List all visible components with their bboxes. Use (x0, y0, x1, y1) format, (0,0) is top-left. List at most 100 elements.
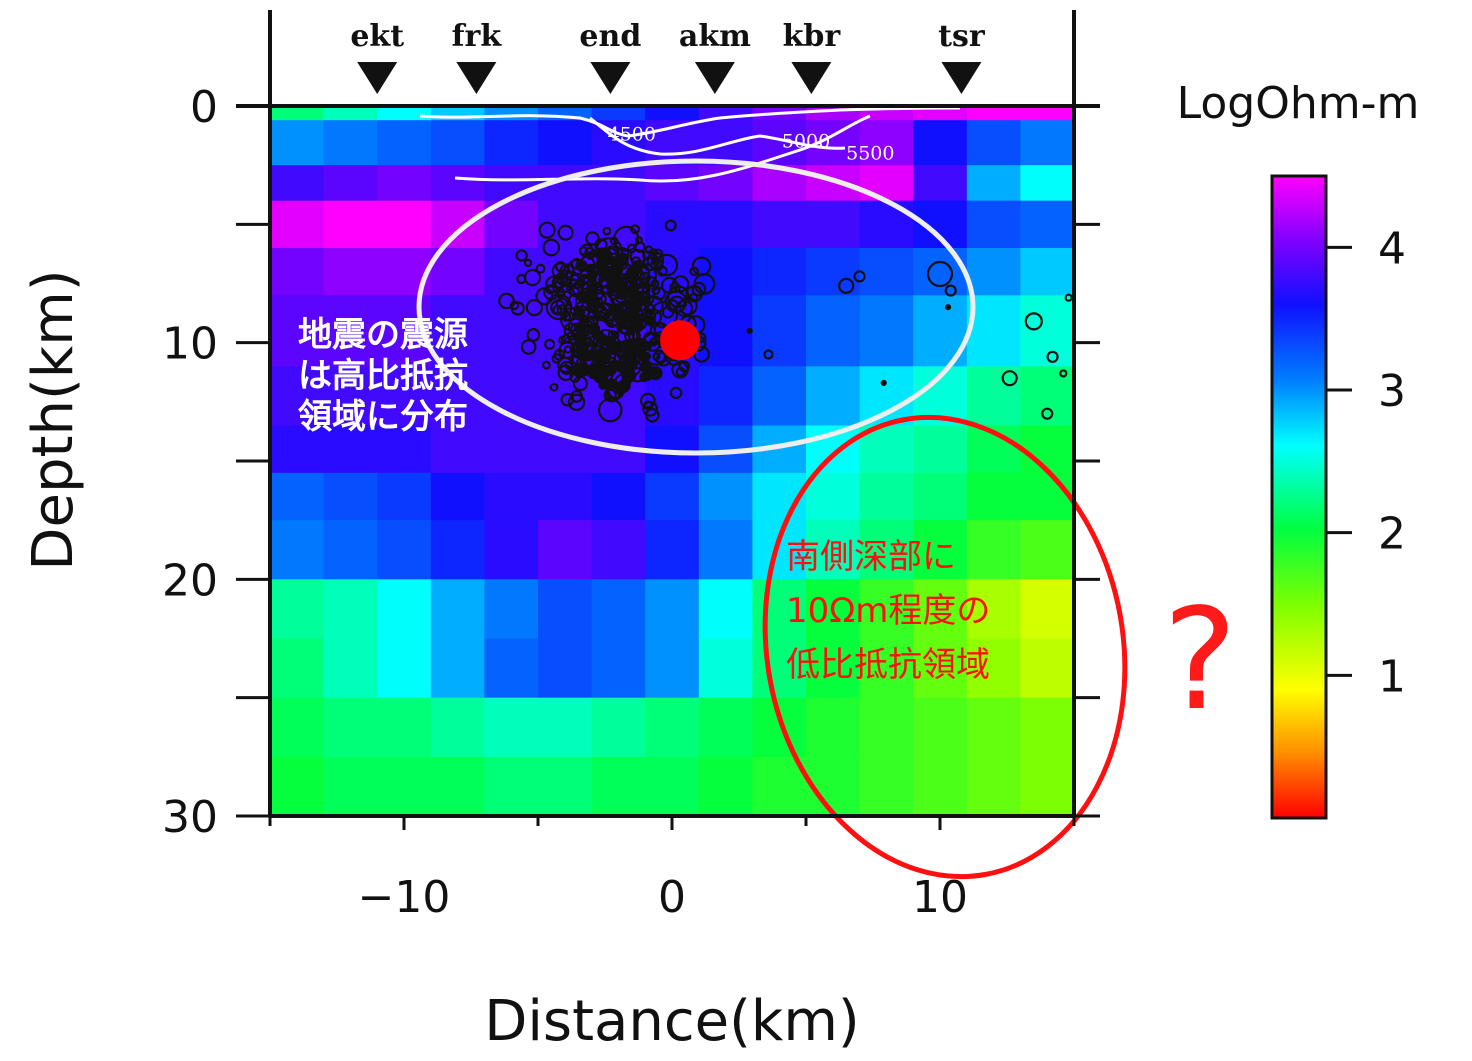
question-mark: ? (1163, 579, 1237, 742)
earthquake-hypocenters (498, 219, 1073, 423)
high-resistivity-line: 領域に分布 (298, 397, 468, 437)
hypocenter (610, 330, 620, 340)
hypocenter (642, 400, 659, 417)
heatmap-cell (430, 697, 485, 758)
heatmap-cell (645, 520, 700, 580)
heatmap-cell (645, 638, 700, 699)
station-label: frk (452, 19, 503, 54)
hypocenter (631, 339, 646, 354)
heatmap-cell (913, 120, 968, 166)
heatmap-cell (270, 425, 325, 474)
y-tick-label: 30 (162, 792, 218, 843)
heatmap-cell (430, 638, 485, 699)
hypocenter (520, 339, 537, 355)
heatmap-cell (966, 756, 1021, 816)
heatmap-cell (913, 425, 968, 474)
hypocenter (549, 382, 559, 392)
hypocenter (639, 360, 653, 374)
hypocenter (523, 268, 542, 287)
hypocenter (639, 392, 656, 409)
low-resistivity-line: 低比抵抗領域 (786, 645, 990, 685)
heatmap-cell (913, 165, 968, 202)
heatmap-cell (323, 756, 378, 816)
hypocenter (691, 256, 712, 277)
x-tick-label: 0 (658, 872, 686, 923)
colorbar-ticks: 1 2 3 4 (1326, 223, 1406, 702)
heatmap-cell (806, 520, 861, 580)
heatmap-cell (698, 472, 753, 521)
hypocenter (652, 286, 666, 301)
heatmap-cell (1020, 165, 1074, 202)
contour-labels: 4500 5000 5500 (608, 123, 895, 164)
heatmap-cell (430, 756, 485, 816)
heatmap-cell (806, 638, 861, 699)
station-triangle (694, 62, 735, 94)
heatmap-cell (430, 248, 485, 296)
heatmap-cell (270, 638, 325, 699)
hypocenter (660, 276, 678, 294)
x-tick-label: 10 (912, 872, 968, 923)
axis-ticks (236, 104, 1100, 830)
heatmap-cell (377, 366, 432, 427)
hypocenter (593, 306, 609, 321)
hypocenter (515, 249, 528, 262)
hypocenter (1001, 370, 1018, 387)
heatmap-cell (377, 200, 432, 249)
hypocenter (651, 286, 661, 295)
station-frk: frk (452, 19, 503, 94)
contour-line-5500 (454, 114, 871, 183)
heatmap-cell (966, 472, 1021, 521)
hypocenter (535, 263, 546, 274)
heatmap-cell (752, 200, 807, 249)
heatmap-cell (1020, 472, 1074, 521)
hypocenter (669, 386, 683, 400)
heatmap-cell (966, 165, 1021, 202)
heatmap-cell (806, 472, 861, 521)
hypocenter (564, 360, 574, 370)
heatmap-cell (323, 472, 378, 521)
heatmap-cell (913, 638, 968, 699)
hypocenter (689, 266, 700, 277)
heatmap-cell (966, 638, 1021, 699)
hypocenter (628, 300, 642, 314)
heatmap-cell (377, 756, 432, 816)
hypocenter (627, 357, 639, 370)
high-resistivity-line: は高比抵抗 (298, 356, 468, 396)
heatmap-cell (270, 697, 325, 758)
heatmap-cell (966, 697, 1021, 758)
hypocenter (558, 335, 567, 345)
hypocenter (616, 364, 625, 373)
hypocenter (613, 225, 640, 252)
heatmap-cell (966, 200, 1021, 249)
heatmap-cell (377, 106, 432, 121)
heatmap-cell (806, 579, 861, 640)
heatmap-cell (1020, 697, 1074, 758)
hypocenter (544, 338, 556, 350)
heatmap-cell (538, 697, 593, 758)
high-resistivity-line: 地震の震源 (298, 315, 468, 355)
hypocenter (651, 255, 662, 266)
heatmap-cell (645, 106, 700, 121)
hypocenter (614, 312, 628, 326)
hypocenter (575, 290, 588, 302)
heatmap-cell (270, 165, 325, 202)
colorbar-tick-label: 4 (1378, 223, 1406, 274)
y-axis-title: Depth(km) (21, 269, 86, 570)
station-end: end (579, 19, 641, 94)
heatmap-cell (484, 425, 539, 474)
station-label: ekt (350, 19, 404, 54)
hypocenter (585, 251, 595, 260)
heatmap-cell (377, 120, 432, 166)
heatmap-cell (966, 520, 1021, 580)
hypocenter (637, 294, 649, 307)
hypocenter (573, 322, 585, 333)
hypocenter (525, 298, 543, 317)
hypocenter (641, 277, 650, 287)
heatmap-cell (538, 472, 593, 521)
hypocenter (630, 224, 641, 235)
hypocenter (1046, 350, 1059, 363)
hypocenter (648, 366, 663, 381)
heatmap-cell (430, 472, 485, 521)
